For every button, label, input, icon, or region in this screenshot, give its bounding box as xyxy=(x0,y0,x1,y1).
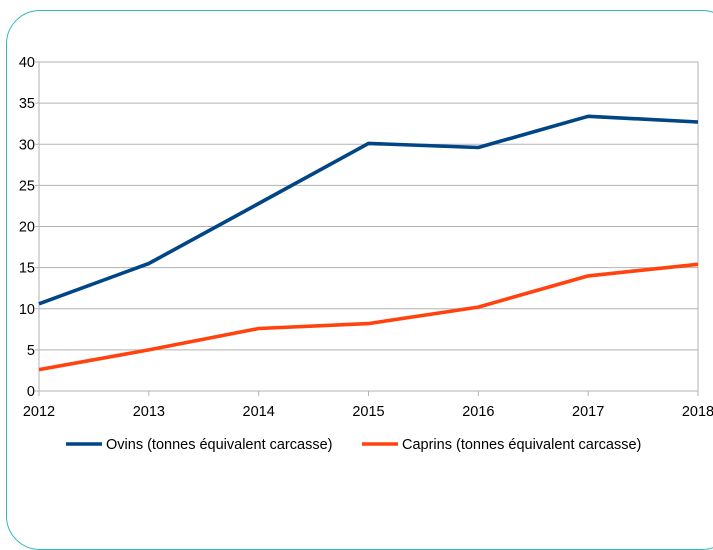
y-tick-label: 5 xyxy=(27,343,35,359)
legend-label-ovins: Ovins (tonnes équivalent carcasse) xyxy=(106,437,332,453)
x-tick-label: 2017 xyxy=(572,404,604,420)
y-tick-label: 20 xyxy=(19,220,35,236)
series-line-caprins xyxy=(38,262,699,372)
x-tick-label: 2013 xyxy=(133,404,165,420)
y-tick-label: 35 xyxy=(19,96,35,112)
y-tick-label: 40 xyxy=(19,55,35,71)
y-tick-label: 15 xyxy=(19,261,35,277)
x-tick-label: 2018 xyxy=(682,404,713,420)
y-tick-label: 0 xyxy=(27,384,35,400)
series-line-ovins xyxy=(38,114,699,306)
legend-label-caprins: Caprins (tonnes équivalent carcasse) xyxy=(402,437,641,453)
x-tick-label: 2015 xyxy=(352,404,384,420)
x-tick-label: 2016 xyxy=(462,404,494,420)
series-lines xyxy=(38,114,699,372)
x-tick-label: 2012 xyxy=(23,404,55,420)
y-tick-label: 30 xyxy=(19,137,35,153)
axes xyxy=(35,61,699,396)
x-tick-label: 2014 xyxy=(243,404,275,420)
legend: Ovins (tonnes équivalent carcasse) Capri… xyxy=(66,437,641,453)
tick-labels: 0 5 10 15 20 25 30 35 40 2012 2013 2014 2015 2016 2017… xyxy=(19,55,713,420)
grid-lines xyxy=(39,61,698,351)
y-tick-label: 25 xyxy=(19,178,35,194)
y-tick-label: 10 xyxy=(19,302,35,318)
line-chart: 0 5 10 15 20 25 30 35 40 2012 2013 2014 2015 2016 2017… xyxy=(19,55,713,453)
